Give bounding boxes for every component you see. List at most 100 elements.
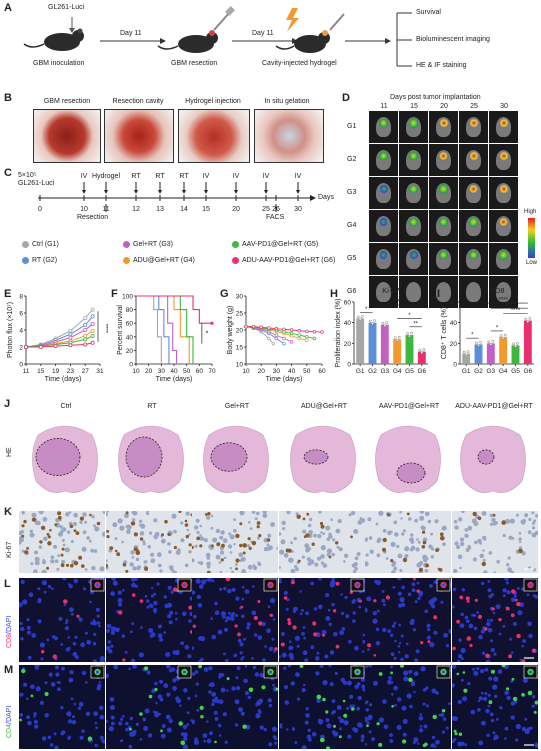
ivis-cell bbox=[369, 177, 398, 209]
outcome-survival: Survival bbox=[416, 9, 441, 16]
cd8-micrograph bbox=[105, 578, 192, 662]
replicate-point bbox=[487, 340, 491, 344]
x-tick-label: G3 bbox=[486, 368, 495, 375]
x-tick-label: G5 bbox=[405, 368, 414, 375]
x-tick-label: 50 bbox=[303, 368, 311, 375]
bar-G5 bbox=[405, 335, 414, 364]
data-point-G6 bbox=[282, 327, 286, 332]
data-point-G4 bbox=[83, 333, 88, 338]
event-label: Hydrogel bbox=[92, 173, 120, 180]
y-tick-label: 20 bbox=[126, 348, 134, 355]
bioluminescent-signal bbox=[409, 217, 418, 227]
mouse-head bbox=[436, 282, 451, 302]
x-axis-label: Time (days) bbox=[156, 376, 193, 383]
ivis-cell bbox=[399, 276, 428, 308]
replicate-point bbox=[385, 321, 389, 324]
ivis-cell bbox=[429, 243, 458, 275]
cd4-micrograph bbox=[278, 665, 365, 749]
legend-label: AAV-PD1@Gel+RT (G5) bbox=[242, 241, 319, 248]
bioluminescent-signal bbox=[498, 250, 509, 260]
legend-dot bbox=[123, 257, 130, 264]
y-tick-label: 40 bbox=[450, 320, 458, 327]
x-tick-label: 20 bbox=[258, 368, 266, 375]
significance-stars: ** bbox=[413, 321, 418, 327]
replicate-point bbox=[462, 350, 466, 354]
legend-dot bbox=[22, 257, 29, 264]
x-tick-label: 60 bbox=[318, 368, 326, 375]
ivis-cell bbox=[369, 210, 398, 242]
ki67-micrograph-svg bbox=[452, 511, 538, 573]
x-tick-label: 11 bbox=[23, 368, 30, 375]
cd8-micrograph-svg bbox=[19, 578, 105, 662]
event-arrowhead bbox=[204, 190, 208, 194]
replicate-point bbox=[381, 321, 385, 325]
cd4-micrograph bbox=[192, 665, 278, 749]
row-label-cd8: CD8/DAPI bbox=[6, 616, 14, 648]
he-section-svg bbox=[460, 425, 526, 493]
ivis-cell bbox=[489, 243, 518, 275]
panel-label-l: L bbox=[4, 578, 11, 590]
he-section-svg bbox=[290, 425, 356, 493]
y-tick-label: 20 bbox=[344, 341, 352, 348]
replicate-point bbox=[393, 336, 397, 339]
row-label-cd4: CD4/DAPI bbox=[6, 706, 14, 738]
replicate-point bbox=[477, 344, 480, 347]
bioluminescent-signal bbox=[498, 151, 509, 161]
x-axis-label: Time (days) bbox=[266, 376, 303, 383]
days-axis-label: Days bbox=[318, 194, 334, 201]
bioluminescent-signal bbox=[469, 250, 478, 260]
ivis-cell bbox=[429, 177, 458, 209]
event-arrowhead bbox=[104, 190, 108, 194]
significance-stars: **** bbox=[102, 324, 108, 334]
section-group-label: Ctrl bbox=[60, 403, 72, 410]
bar-G1 bbox=[356, 318, 365, 364]
event-label: IV bbox=[295, 173, 302, 180]
bioluminescent-signal bbox=[379, 151, 388, 161]
cd4-micrograph-svg bbox=[451, 665, 538, 748]
bar-G2 bbox=[474, 344, 483, 364]
cell-line-label: GL261-Luci bbox=[48, 4, 85, 11]
panel-label-e: E bbox=[4, 288, 12, 300]
data-point-G6 bbox=[251, 324, 256, 329]
data-point-G6 bbox=[312, 329, 317, 334]
step-hydrogel: Cavity-injected hydrogel bbox=[262, 60, 337, 67]
ivis-cell bbox=[459, 210, 488, 242]
replicate-point bbox=[479, 341, 482, 344]
data-point-G4 bbox=[297, 336, 301, 341]
row-label-ki67: Ki-67 bbox=[6, 541, 13, 558]
radiation-bolt-icon bbox=[286, 8, 299, 32]
significance-stars: ** bbox=[507, 303, 512, 309]
bar-G4 bbox=[499, 337, 508, 364]
y-tick-label: 4 bbox=[19, 328, 23, 335]
replicate-point bbox=[406, 332, 409, 335]
legend-dot bbox=[232, 241, 239, 248]
x-tick-label: G3 bbox=[380, 368, 389, 375]
y-tick-label: 0 bbox=[453, 362, 457, 369]
censor-mark-G6 bbox=[210, 321, 214, 325]
ki67-micrograph-svg bbox=[19, 511, 105, 573]
panel-label-m: M bbox=[4, 664, 14, 676]
data-point-G5 bbox=[90, 333, 95, 338]
panel-label-b: B bbox=[4, 92, 12, 104]
bioluminescent-signal bbox=[409, 251, 418, 259]
he-section-svg bbox=[118, 425, 184, 493]
timeline-tick-label: 13 bbox=[156, 206, 164, 213]
group-label: G1 bbox=[347, 123, 357, 130]
ivis-cell bbox=[459, 276, 488, 308]
bioluminescent-signal bbox=[409, 151, 418, 161]
data-point-G4 bbox=[90, 328, 95, 333]
x-tick-label: G5 bbox=[511, 368, 520, 375]
day-label-2: Day 11 bbox=[252, 30, 274, 37]
x-tick-label: G1 bbox=[462, 368, 471, 375]
x-tick-label: G2 bbox=[474, 368, 483, 375]
survival-curve-G5 bbox=[136, 295, 194, 364]
event-arrowhead bbox=[82, 190, 86, 194]
data-point-G1 bbox=[83, 316, 88, 321]
timeline-tick-label: 10 bbox=[80, 206, 88, 213]
chart-f-survival: 0 20 40 60 80 100 10 20 30 40 50 60 70 Time (days) Per… bbox=[117, 294, 216, 384]
y-tick-label: 40 bbox=[344, 320, 352, 327]
data-point-G1 bbox=[271, 341, 276, 346]
replicate-point bbox=[383, 324, 387, 328]
data-point-G5 bbox=[312, 336, 317, 341]
x-tick-label: 10 bbox=[132, 368, 140, 375]
